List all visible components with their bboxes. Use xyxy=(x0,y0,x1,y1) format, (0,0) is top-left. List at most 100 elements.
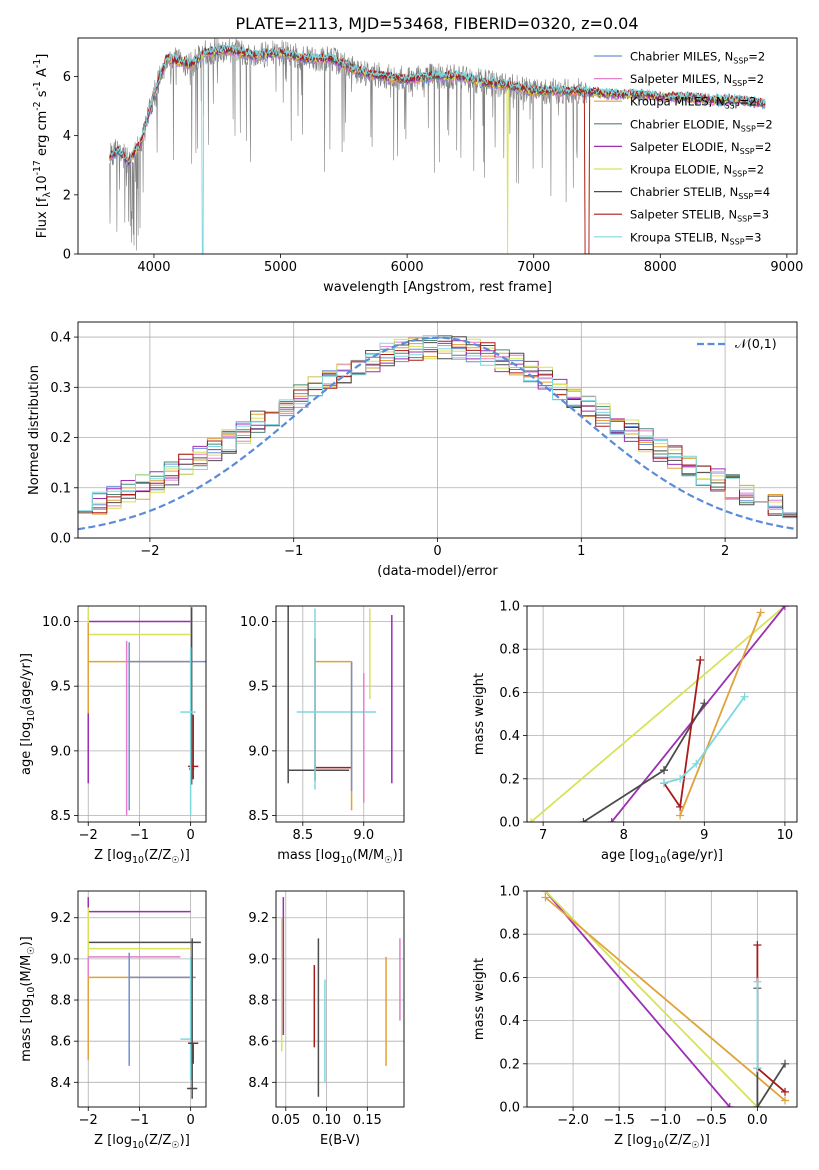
legend-entry: Kroupa MILES, NSSP=2 xyxy=(630,95,757,111)
legend-nssp-value: =2 xyxy=(755,140,772,154)
legend-nssp-value: =2 xyxy=(747,163,764,177)
x-tick-label: 4000 xyxy=(137,260,170,275)
y-tick-label: 0.8 xyxy=(499,928,520,943)
y-axis-label: age [log10(age/yr)] xyxy=(19,653,37,775)
chart-mass_vs_Z: −2 −1 08.48.68.89.09.2 Z [log10(Z/Z☉)] mass … xyxy=(19,890,207,1151)
x-tick-label: 1 xyxy=(577,544,585,559)
legend-model: Chabrier ELODIE xyxy=(630,117,725,131)
y-tick-label: 8.4 xyxy=(50,1076,71,1091)
y-tick-label: 0.6 xyxy=(499,686,520,701)
legend-nssp-sub: SSP xyxy=(732,79,747,88)
label-part: -1 xyxy=(32,81,43,90)
plot-area xyxy=(527,606,789,822)
label-part: age [log xyxy=(601,848,654,863)
legend-model: Kroupa ELODIE xyxy=(630,163,716,177)
label-part: A xyxy=(35,68,50,81)
legend-nssp-value: =2 xyxy=(756,117,773,131)
label-part: Z [log xyxy=(94,848,132,863)
x-tick-label: 0 xyxy=(433,544,441,559)
label-part: 10 xyxy=(26,710,37,722)
label-part: mass [log xyxy=(277,848,340,863)
y-tick-label: 8.6 xyxy=(248,1035,269,1050)
x-tick-label: −1 xyxy=(130,828,149,843)
x-tick-label: −1 xyxy=(130,1113,149,1128)
legend-nssp-value: =4 xyxy=(753,185,770,199)
y-tick-label: 9.0 xyxy=(248,744,269,759)
series-line xyxy=(544,891,731,1107)
label-part: λ xyxy=(42,191,53,197)
label-part: Flux [f xyxy=(35,197,50,238)
label-part: mass [log xyxy=(19,999,34,1062)
label-part: mass weight xyxy=(472,673,487,755)
legend-entry: Chabrier MILES, NSSP=2 xyxy=(630,50,765,66)
y-axis-label: mass weight xyxy=(472,958,487,1040)
x-tick-label: 8.5 xyxy=(292,828,313,843)
y-tick-label: 8.5 xyxy=(50,809,71,824)
y-tick-label: 0.0 xyxy=(499,1101,520,1116)
y-tick-label: 0 xyxy=(63,248,71,263)
axes-frame xyxy=(77,321,798,539)
series-marker xyxy=(579,818,588,822)
legend-nssp-value: =2 xyxy=(748,50,765,64)
label-part: 10 xyxy=(132,1140,144,1151)
y-tick-label: 9.5 xyxy=(248,680,269,695)
legend-model: Kroupa MILES xyxy=(630,95,709,109)
series-marker xyxy=(676,811,685,820)
label-part: ☉ xyxy=(26,946,37,954)
figure-title: PLATE=2113, MJD=53468, FIBERID=0320, z=0… xyxy=(235,14,638,33)
legend-nssp-prefix: , N xyxy=(722,185,738,199)
series-line xyxy=(544,896,786,1102)
x-tick-label: −0.5 xyxy=(696,1113,728,1128)
label-part: -1 xyxy=(32,59,43,68)
y-axis-label: mass weight xyxy=(472,673,487,755)
y-tick-label: 0.3 xyxy=(50,381,71,396)
ticks: 0.05 0.10 0.15 8.4 8.6 8.8 9.0 9.2 xyxy=(248,911,381,1128)
legend-entry: Chabrier ELODIE, NSSP=2 xyxy=(630,117,773,133)
plot-area xyxy=(541,891,790,1107)
legend-nssp-sub: SSP xyxy=(741,124,756,133)
y-tick-label: 2 xyxy=(63,188,71,203)
chart-residuals: −2 −1 0 1 2 0.0 0.1 0.2 0.3 0.4 (data-model)/error… xyxy=(27,321,798,579)
label-part: ] xyxy=(35,54,50,59)
label-part: 10 xyxy=(35,175,50,192)
chart-age_vs_mass: 8.5 9.0 8.5 9.0 9.5 10.0 mass [log10(M/M☉)] xyxy=(240,605,405,866)
chart-mass_vs_ebv: 0.05 0.10 0.15 8.4 8.6 8.8 9.0 9.2 E(B-V) xyxy=(248,890,405,1148)
label-part: )] xyxy=(180,1133,190,1148)
legend-nssp-value: =2 xyxy=(747,72,764,86)
legend-model: Kroupa STELIB xyxy=(630,230,714,244)
legend-nssp-value: =2 xyxy=(740,95,757,109)
plot-area xyxy=(109,38,766,254)
legend-model: Salpeter STELIB xyxy=(630,208,721,222)
legend-nssp-prefix: , N xyxy=(716,72,732,86)
x-tick-label: 6000 xyxy=(391,260,424,275)
legend-nssp-prefix: , N xyxy=(724,140,740,154)
x-axis-label: age [log10(age/yr)] xyxy=(601,848,723,866)
legend-nssp-prefix: , N xyxy=(721,208,737,222)
y-tick-label: 10.0 xyxy=(42,615,71,630)
series-marker xyxy=(753,941,762,949)
label-part: (age/yr)] xyxy=(19,653,34,710)
y-tick-label: 0.8 xyxy=(499,643,520,658)
series-marker xyxy=(781,1096,790,1105)
label-part: (M/M xyxy=(19,955,34,987)
legend-model: Chabrier STELIB xyxy=(630,185,722,199)
x-axis-label: wavelength [Angstrom, rest frame] xyxy=(323,280,552,295)
legend-nssp-sub: SSP xyxy=(740,147,755,156)
x-tick-label: 0.05 xyxy=(271,1113,300,1128)
label-part: )] xyxy=(700,1133,710,1148)
label-part: (M/M xyxy=(352,848,384,863)
plot-area xyxy=(280,897,401,1097)
grid xyxy=(78,891,206,1107)
label-part: 10 xyxy=(340,855,352,866)
legend-model: Salpeter MILES xyxy=(630,72,716,86)
label-part: Z [log xyxy=(94,1133,132,1148)
x-axis-label: Z [log10(Z/Z☉)] xyxy=(94,1133,190,1151)
series-marker xyxy=(700,699,709,708)
grid xyxy=(78,606,206,822)
axes-frame xyxy=(77,890,207,1108)
y-tick-label: 8.8 xyxy=(50,994,71,1009)
label-part: mass weight xyxy=(472,958,487,1040)
ticks: −2 −1 0 8.4 8.6 8.8 9.0 9.2 xyxy=(50,911,194,1128)
ticks: −2 −1 0 1 2 0.0 0.1 0.2 0.3 0.4 xyxy=(50,331,729,559)
